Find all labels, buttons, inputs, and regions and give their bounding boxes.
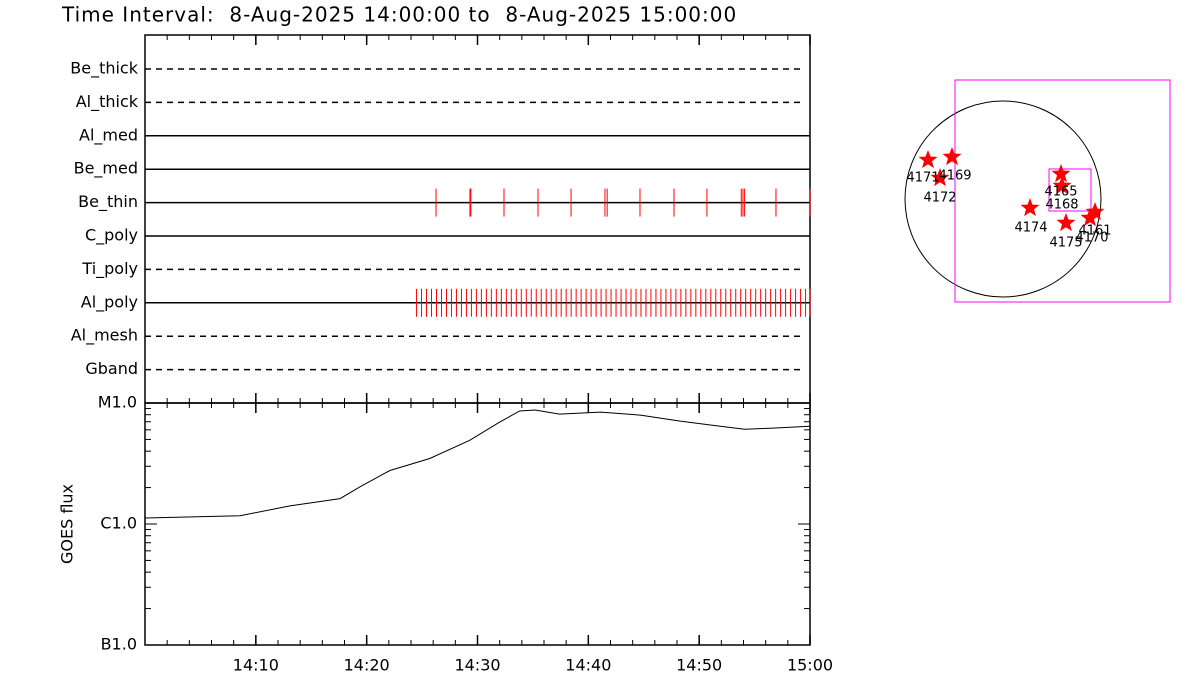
filter-label: Be_thick	[70, 59, 138, 79]
filter-label: Al_thick	[76, 92, 139, 112]
filter-label: Al_mesh	[71, 326, 138, 346]
region-star	[942, 147, 962, 166]
goes-curve	[144, 409, 811, 519]
region-label: 4170	[1075, 231, 1108, 246]
region-star	[1080, 208, 1100, 227]
fov-box	[1048, 168, 1092, 212]
x-tick-label: 14:20	[344, 656, 390, 675]
region-label: 4168	[1045, 198, 1078, 213]
region-star	[918, 150, 938, 169]
title: Time Interval: 8-Aug-2025 14:00:00 to 8-…	[61, 3, 737, 27]
filter-label: Al_med	[79, 125, 138, 145]
y-axis-label: GOES flux	[58, 484, 77, 564]
region-label: 4175	[1049, 236, 1082, 251]
fov-box	[954, 79, 1171, 303]
filter-frame	[144, 34, 811, 404]
region-star	[1056, 213, 1076, 232]
filter-label: Be_thin	[78, 192, 138, 212]
filter-label: Al_poly	[81, 292, 138, 312]
y-tick-label: B1.0	[101, 635, 137, 654]
x-tick-label: 14:50	[676, 656, 722, 675]
filter-label: C_poly	[85, 226, 138, 246]
filter-label: Gband	[85, 359, 138, 378]
y-tick-label: M1.0	[98, 393, 137, 412]
filter-label: Be_med	[74, 159, 138, 179]
region-star	[1051, 164, 1071, 183]
x-tick-label: 14:10	[233, 656, 279, 675]
x-tick-label: 15:00	[787, 656, 833, 675]
region-star	[1052, 176, 1072, 195]
region-label: 4169	[938, 169, 971, 184]
solar-disk	[904, 100, 1102, 298]
region-label: 4161	[1078, 224, 1111, 239]
region-label: 4172	[923, 191, 956, 206]
region-label: 4174	[1014, 221, 1047, 236]
region-star	[930, 168, 950, 187]
x-tick-label: 14:30	[454, 656, 500, 675]
region-label: 4171	[906, 171, 939, 186]
y-tick-label: C1.0	[100, 514, 137, 533]
x-tick-label: 14:40	[565, 656, 611, 675]
region-label: 4165	[1044, 185, 1077, 200]
region-star	[1020, 198, 1040, 217]
region-star	[1085, 202, 1105, 221]
goes-frame	[144, 402, 811, 646]
filter-label: Ti_poly	[81, 259, 138, 279]
